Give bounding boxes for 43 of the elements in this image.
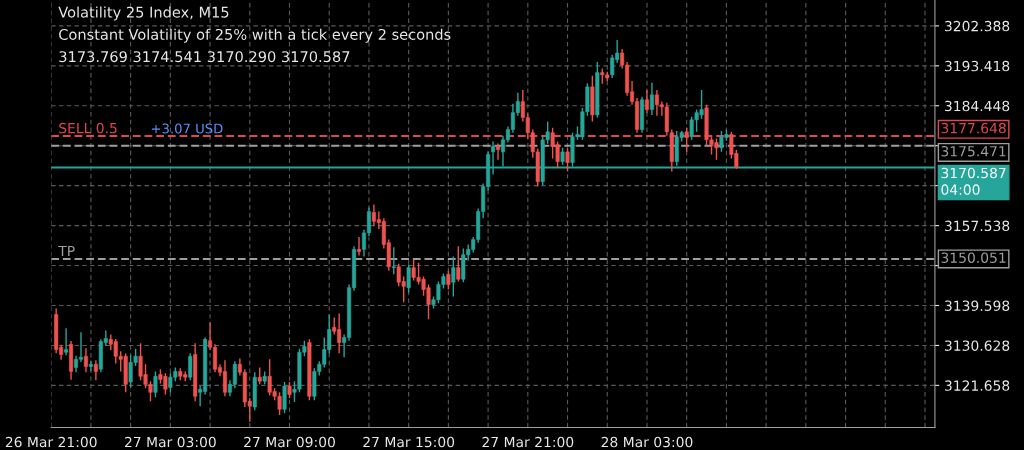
annotation: 3150.051 [941,252,1006,263]
annotation: +3.07 USD [151,123,223,134]
y-tick-label: 3193.418 [945,60,1010,72]
x-tick-label: 26 Mar 21:00 [5,436,97,448]
candlestick [406,263,411,294]
text: Constant Volatility of 25% with a tick every 2 seconds [59,28,451,43]
candlestick [93,359,98,381]
candlestick [153,370,158,398]
y-tick-label: 3184.448 [945,100,1010,112]
ref-line-label: SELL 0.5 [59,122,117,134]
candlestick [83,347,88,373]
annotation: 3173.769 3174.541 3170.290 3170.587 [59,51,350,63]
candlestick [446,270,451,291]
candlestick [391,246,396,276]
candlestick [356,236,362,257]
y-tick-label: 3139.598 [945,300,1010,311]
candlestick [282,381,287,414]
candlestick [644,89,649,114]
y-tick-label: 3130.628 [945,340,1010,351]
x-tick-label: 27 Mar 09:00 [244,436,335,448]
candlestick [188,352,193,381]
candlestick [222,359,227,398]
x-tick-label: 27 Mar 21:00 [482,436,574,448]
annotation: 3177.648 [941,122,1006,134]
ref-line-label: TP [58,245,75,257]
candlestick [451,255,456,298]
candlestick [232,360,237,390]
candlestick [565,147,570,173]
y-tick-label: 3202.388 [945,20,1010,32]
candlestick [496,142,501,161]
candlestick [88,360,93,372]
chart-title: Volatility 25 Index, M15 [58,6,229,21]
candlestick [649,82,654,116]
candlestick [456,245,461,283]
y-tick-label: 3121.658 [945,380,1010,391]
x-tick-label: 27 Mar 03:00 [125,436,216,448]
x-tick-label: 28 Mar 03:00 [601,436,693,448]
annotation: 3170.587 04:00 [941,167,1006,195]
annotation: 3175.471 [941,145,1006,157]
candlestick [684,127,689,153]
candlestick [64,327,69,357]
y-tick-label: 3157.538 [945,220,1010,232]
x-tick-label: 27 Mar 15:00 [363,436,455,448]
